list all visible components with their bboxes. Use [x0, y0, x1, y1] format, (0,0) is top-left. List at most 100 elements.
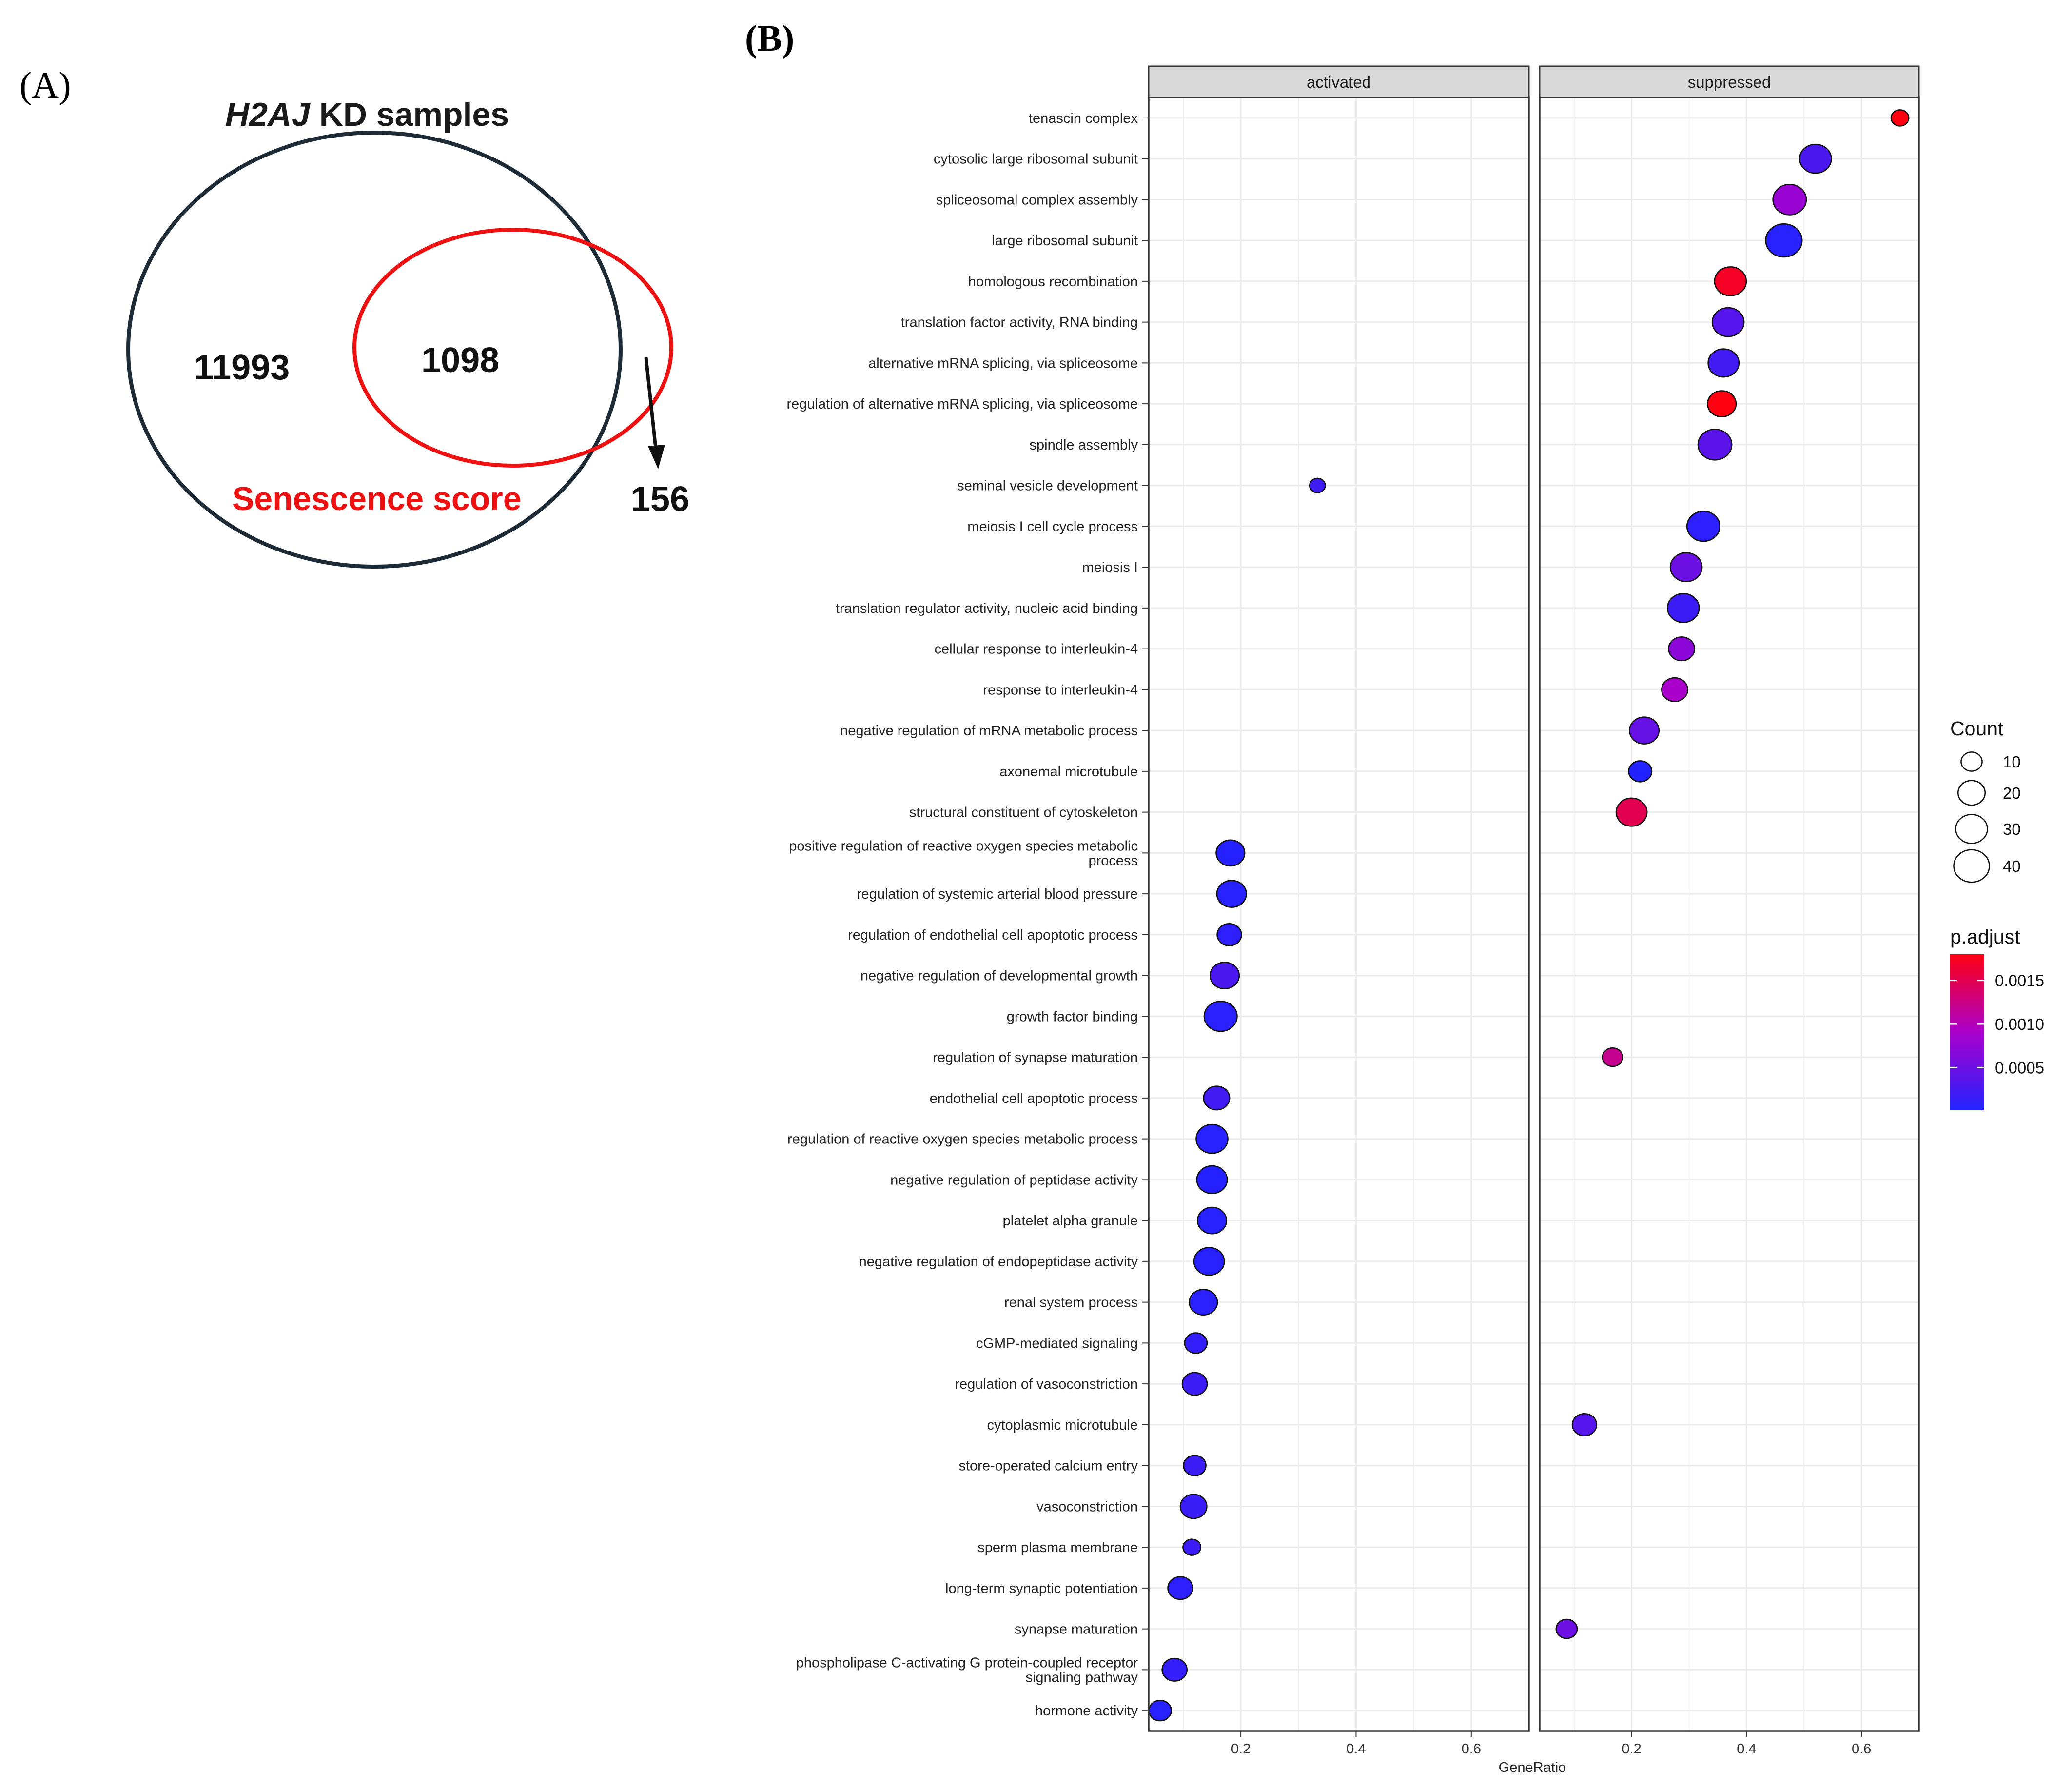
x-tick-label: 0.6 [1852, 1741, 1871, 1757]
term-label: cellular response to interleukin-4 [935, 642, 1138, 657]
facet-strip [1148, 65, 1530, 98]
data-point [1309, 477, 1326, 493]
term-label-line: long-term synaptic potentiation [945, 1581, 1138, 1596]
data-point [1181, 1372, 1208, 1396]
term-label: meiosis I [1082, 560, 1138, 575]
term-label-line: negative regulation of developmental gro… [860, 968, 1138, 984]
term-label: long-term synaptic potentiation [945, 1581, 1138, 1596]
term-label: axonemal microtubule [999, 764, 1138, 780]
panel-border [1148, 97, 1530, 1732]
term-label: seminal vesicle development [957, 478, 1138, 494]
padjust-legend-label: 0.0015 [1995, 972, 2044, 990]
term-label-line: seminal vesicle development [957, 478, 1138, 494]
term-label-line: translation factor activity, RNA binding [901, 315, 1138, 331]
venn-panel: (A) H2AJ KD samples 11993 1098 Senescenc… [20, 65, 689, 569]
term-label: response to interleukin-4 [983, 682, 1138, 698]
data-point [1183, 1455, 1207, 1476]
term-label: endothelial cell apoptotic process [930, 1091, 1138, 1106]
data-point [1167, 1576, 1193, 1600]
term-label-line: cytosolic large ribosomal subunit [934, 152, 1138, 167]
term-label-line: growth factor binding [1007, 1009, 1138, 1024]
data-point [1189, 1289, 1218, 1316]
data-point [1216, 880, 1247, 908]
panel-b-letter: (B) [745, 18, 794, 59]
term-label-line: meiosis I cell cycle process [967, 519, 1138, 534]
overlap-count: 1098 [421, 341, 499, 380]
padjust-legend-label: 0.0005 [1995, 1059, 2044, 1077]
count-legend-key [1953, 849, 1990, 883]
count-legend-label: 20 [2003, 784, 2021, 802]
data-point [1216, 923, 1242, 946]
term-label-line: sperm plasma membrane [977, 1540, 1138, 1555]
data-point [1209, 962, 1240, 989]
x-tick-label: 0.4 [1737, 1741, 1756, 1757]
term-label: regulation of vasoconstriction [955, 1377, 1138, 1392]
term-label: positive regulation of reactive oxygen s… [789, 838, 1138, 868]
data-point [1615, 797, 1648, 827]
data-point [1195, 1123, 1229, 1154]
gridlines [1540, 98, 1919, 1731]
points [1148, 477, 1326, 1722]
term-label-line: translation regulator activity, nucleic … [836, 601, 1138, 616]
term-label: hormone activity [1035, 1703, 1138, 1719]
term-label-line: positive regulation of reactive oxygen s… [789, 838, 1138, 854]
term-label-line: axonemal microtubule [999, 764, 1138, 780]
term-label: synapse maturation [1015, 1622, 1138, 1637]
data-point [1707, 348, 1740, 378]
padjust-legend: p.adjust 0.0015 0.0010 0.0005 [1950, 925, 2044, 1110]
term-label-line: negative regulation of peptidase activit… [890, 1172, 1138, 1188]
padjust-colorbar [1950, 954, 1984, 1110]
arrow-head-icon [648, 445, 665, 469]
senescence-circle [352, 228, 673, 468]
term-label-line: process [1088, 853, 1138, 868]
term-label-line: synapse maturation [1015, 1622, 1138, 1637]
senescence-only-count: 156 [631, 480, 689, 519]
x-tick-label: 0.4 [1346, 1741, 1366, 1757]
term-label-line: cytoplasmic microtubule [987, 1417, 1138, 1433]
x-tick-label: 0.2 [1231, 1741, 1251, 1757]
data-point [1765, 223, 1803, 258]
data-point [1182, 1538, 1202, 1556]
kd-only-count: 11993 [194, 348, 290, 387]
data-point [1196, 1165, 1228, 1194]
term-label-line: spindle assembly [1030, 437, 1138, 453]
data-point [1184, 1332, 1208, 1354]
count-legend: Count 10 20 30 40 [1950, 717, 2021, 883]
term-label-line: negative regulation of endopeptidase act… [859, 1254, 1138, 1270]
data-point [1686, 511, 1720, 542]
senescence-label: Senescence score [232, 480, 522, 517]
x-axis-title: GeneRatio [1499, 1760, 1566, 1775]
count-legend-label: 30 [2003, 820, 2021, 838]
data-point [1772, 184, 1807, 216]
venn-title: H2AJ KD samples [225, 96, 509, 133]
panel-a-letter: (A) [20, 65, 71, 106]
term-label-line: negative regulation of mRNA metabolic pr… [840, 723, 1138, 739]
term-label-line: cGMP-mediated signaling [976, 1336, 1138, 1351]
term-label-line: signaling pathway [1025, 1670, 1138, 1685]
padjust-legend-label: 0.0010 [1995, 1015, 2044, 1033]
x-tick-label: 0.6 [1462, 1741, 1481, 1757]
term-label-line: response to interleukin-4 [983, 682, 1138, 698]
term-label-line: large ribosomal subunit [992, 233, 1138, 249]
data-point [1628, 760, 1653, 783]
term-label-line: structural constituent of cytoskeleton [909, 805, 1138, 821]
points [1555, 109, 1910, 1639]
facet-strip-label: suppressed [1688, 73, 1771, 91]
count-legend-label: 40 [2003, 857, 2021, 875]
data-point [1666, 593, 1700, 623]
term-label: spindle assembly [1030, 437, 1138, 453]
term-label: regulation of alternative mRNA splicing,… [786, 396, 1138, 412]
term-label: negative regulation of peptidase activit… [890, 1172, 1138, 1188]
term-label: negative regulation of developmental gro… [860, 968, 1138, 984]
venn-title-rest: KD samples [310, 96, 509, 133]
term-label: sperm plasma membrane [977, 1540, 1138, 1555]
data-point [1148, 1699, 1172, 1722]
kd-samples-circle [126, 131, 623, 569]
term-label: translation factor activity, RNA binding [901, 315, 1138, 331]
term-label: translation regulator activity, nucleic … [836, 601, 1138, 616]
term-label: negative regulation of endopeptidase act… [859, 1254, 1138, 1270]
panel-border [1539, 97, 1920, 1732]
data-point [1215, 839, 1246, 867]
facet-activated: activated 0.2 0.4 0.6 [1148, 65, 1530, 1757]
facet-strip-label: activated [1307, 73, 1371, 91]
